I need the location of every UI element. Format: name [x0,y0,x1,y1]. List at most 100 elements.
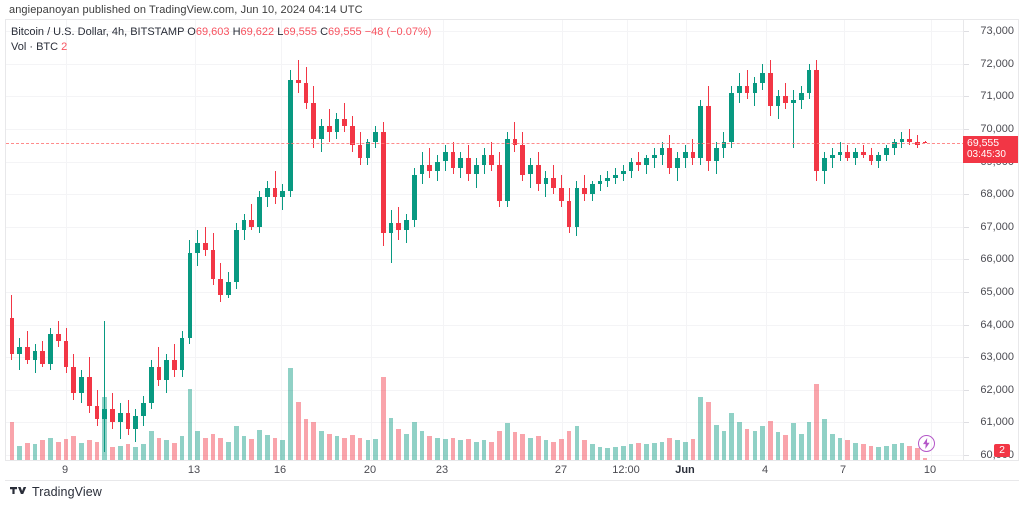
time-axis[interactable]: 9 13 16 20 23 27 12:00 Jun 4 7 10 [5,461,1019,481]
volume-bar [94,441,100,460]
candle-body [675,158,680,168]
candle-body [690,151,696,159]
legend-volume-label[interactable]: Vol · BTC [11,41,59,53]
volume-bar [760,425,765,460]
legend-change-value: −48 (−0.07%) [364,26,432,38]
legend-open-label: O [187,26,196,38]
candle-body [597,181,603,185]
lightning-bolt-icon[interactable] [918,435,935,452]
gridline-vertical [766,20,767,460]
candle-body [156,366,162,380]
volume-bar [752,431,758,460]
price-axis-tick: 66,000 [980,253,1014,266]
candle-body [427,164,433,172]
candle-body [24,347,30,361]
footer-branding: TradingView [10,485,102,499]
candle-body [706,106,711,162]
price-axis-tick-dash [964,422,969,424]
candle-body [334,119,340,133]
volume-bar [551,441,556,460]
candle-wick [638,151,640,172]
volume-bar [195,431,200,460]
candle-body [566,200,572,227]
gridline-horizontal [6,291,965,293]
volume-bar [249,439,255,460]
volume-bar [381,377,386,460]
price-axis-tick: 67,000 [980,220,1014,233]
price-axis-tick-dash [964,194,969,196]
price-axis-tick: 68,000 [980,188,1014,201]
volume-bar [303,419,309,460]
volume-bar [659,441,665,460]
candle-body [783,96,789,103]
gridline-horizontal [6,422,965,424]
candle-body [365,141,371,159]
candle-body [845,151,851,159]
price-axis-tick-dash [964,63,969,65]
gridline-vertical [371,20,372,460]
candle-body [551,177,556,188]
gridline-horizontal [6,324,965,326]
gridline-vertical [66,20,67,460]
candle-body [141,402,146,416]
chart-plot-area[interactable] [6,20,965,460]
volume-bar [319,431,324,460]
gridline-vertical [931,20,932,460]
price-axis-tick-dash [964,259,969,261]
legend-symbol-title[interactable]: Bitcoin / U.S. Dollar, 4h, BITSTAMP [11,26,185,38]
price-axis-tick: 65,000 [980,285,1014,298]
volume-bar [295,402,301,460]
candle-body [71,366,77,393]
volume-bar [9,421,15,460]
volume-bar [342,437,348,460]
volume-bar [589,444,595,460]
volume-bar [783,435,789,460]
volume-bar [102,396,108,460]
volume-bar [822,419,827,460]
attribution-text: angiepanoyan published on TradingView.co… [9,4,363,16]
price-axis-tick-dash [964,128,969,130]
gridline-vertical [844,20,845,460]
candle-body [218,278,224,296]
current-price-badge[interactable]: 69,555 03:45:30 [963,136,1018,164]
volume-bar [628,444,634,460]
candle-wick [429,148,431,178]
candle-body [110,409,115,423]
volume-bar [458,440,464,460]
candle-body [164,360,170,380]
gridline-horizontal [6,455,965,456]
volume-bar [497,431,502,460]
gridline-horizontal [6,357,965,359]
candle-wick [274,171,276,204]
volume-bar [543,440,549,460]
volume-value-badge[interactable]: 2 [994,444,1010,457]
volume-bar [899,442,905,460]
candle-body [117,412,123,423]
candle-body [133,415,139,429]
candle-body [721,141,727,149]
candle-wick [297,60,299,93]
volume-bar [512,432,518,460]
price-axis[interactable]: 73,00072,00071,00070,00069,00068,00067,0… [963,20,1018,461]
volume-bar [442,439,448,460]
volume-bar [427,436,433,460]
gridline-horizontal [6,389,965,391]
price-axis-tick-dash [964,226,969,228]
volume-bar [241,436,247,460]
legend-row-volume: Vol · BTC 2 [11,40,431,55]
volume-bar [326,433,332,460]
volume-bar [806,421,812,460]
time-axis-tick: 20 [363,464,377,476]
candle-body [257,197,262,227]
price-axis-tick: 73,000 [980,25,1014,37]
candle-wick [390,210,392,263]
volume-bar [837,437,843,460]
volume-bar [744,428,750,460]
candle-body [40,350,46,364]
legend-high-label: H [232,26,241,38]
price-axis-tick: 61,000 [980,416,1014,429]
candle-body [233,230,239,283]
candle-body [891,141,897,149]
volume-bar [636,442,642,460]
candle-body [94,406,100,420]
